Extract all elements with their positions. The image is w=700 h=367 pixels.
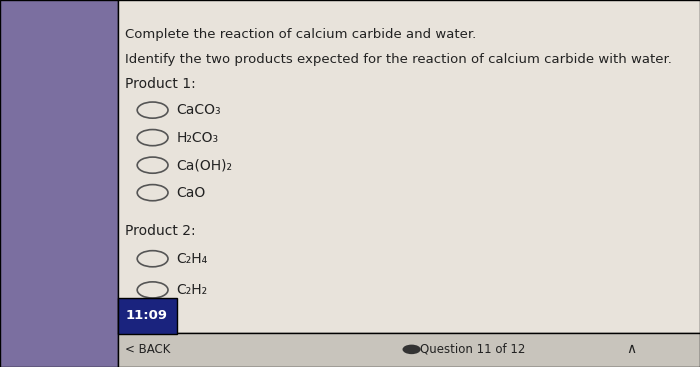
Text: CaO: CaO — [176, 186, 206, 200]
Text: Question 11 of 12: Question 11 of 12 — [420, 343, 526, 356]
Text: Ca(OH)₂: Ca(OH)₂ — [176, 158, 232, 172]
Text: < BACK: < BACK — [125, 343, 170, 356]
Text: Product 2:: Product 2: — [125, 224, 195, 238]
Text: Product 1:: Product 1: — [125, 77, 195, 91]
Text: C₂H₂: C₂H₂ — [176, 283, 207, 297]
Text: ∧: ∧ — [626, 342, 636, 356]
Text: CaCO₃: CaCO₃ — [176, 103, 221, 117]
Text: H₂CO₃: H₂CO₃ — [176, 131, 218, 145]
Text: C₂H₄: C₂H₄ — [176, 252, 208, 266]
Text: Identify the two products expected for the reaction of calcium carbide with wate: Identify the two products expected for t… — [125, 53, 671, 66]
Text: 11:09: 11:09 — [126, 309, 168, 322]
Text: Complete the reaction of calcium carbide and water.: Complete the reaction of calcium carbide… — [125, 28, 476, 40]
